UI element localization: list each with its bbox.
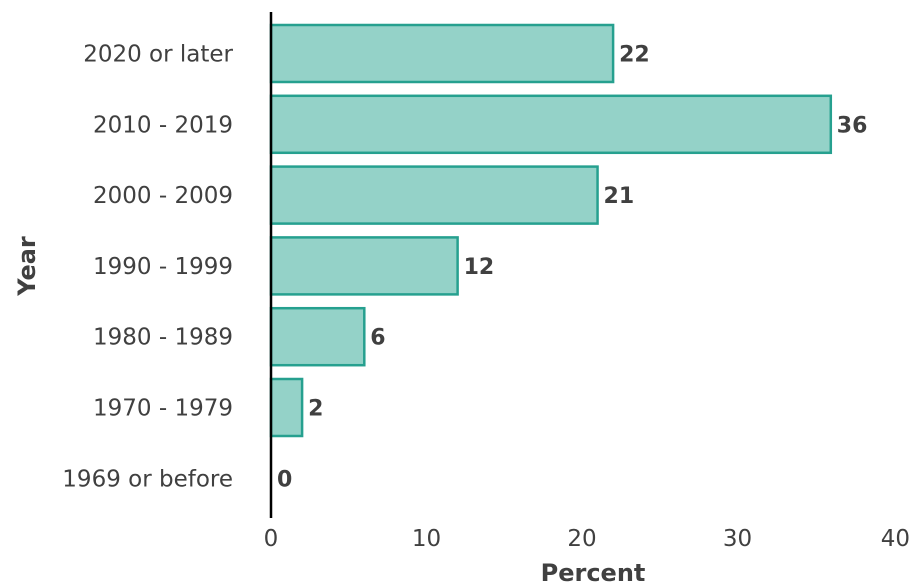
y-tick-label-1980-1989: 1980 - 1989 (93, 325, 233, 351)
bar-1980-1989 (269, 306, 366, 367)
y-tick-label-2010-2019: 2010 - 2019 (93, 112, 233, 138)
x-axis-title: Percent (541, 559, 646, 586)
y-tick-label-1990-1999: 1990 - 1999 (93, 254, 233, 280)
data-label-2010-2019: 36 (837, 113, 868, 138)
x-tick-label-30: 30 (723, 526, 752, 552)
y-tick-label-2000-2009: 2000 - 2009 (93, 183, 233, 209)
y-tick-labels-group: 2020 or later 2010 - 2019 2000 - 2009 1990 … (62, 42, 233, 493)
x-tick-labels-group: 0 10 20 30 40 (264, 526, 910, 552)
data-label-1969-or-before: 0 (277, 467, 292, 492)
bar-2000-2009 (269, 165, 599, 225)
data-label-2020-or-later: 22 (619, 43, 650, 68)
data-label-1980-1989: 6 (370, 326, 385, 351)
x-tick-label-0: 0 (264, 526, 279, 552)
y-tick-label-2020-or-later: 2020 or later (83, 42, 233, 68)
x-tick-label-10: 10 (412, 526, 441, 552)
y-tick-label-1970-1979: 1970 - 1979 (93, 396, 233, 422)
x-tick-label-20: 20 (567, 526, 596, 552)
x-tick-label-40: 40 (881, 526, 910, 552)
bars-group (269, 23, 833, 438)
bar-2010-2019 (269, 94, 833, 155)
bar-1970-1979 (269, 377, 304, 438)
bar-2020-or-later (269, 23, 615, 84)
bar-1990-1999 (269, 236, 459, 296)
y-tick-label-1969-or-before: 1969 or before (62, 466, 233, 492)
data-labels-group: 22 36 21 12 6 2 0 (277, 43, 867, 493)
data-label-2000-2009: 21 (604, 184, 635, 209)
data-label-1990-1999: 12 (464, 255, 495, 280)
y-axis-title: Year (13, 236, 41, 297)
data-label-1970-1979: 2 (308, 397, 323, 422)
